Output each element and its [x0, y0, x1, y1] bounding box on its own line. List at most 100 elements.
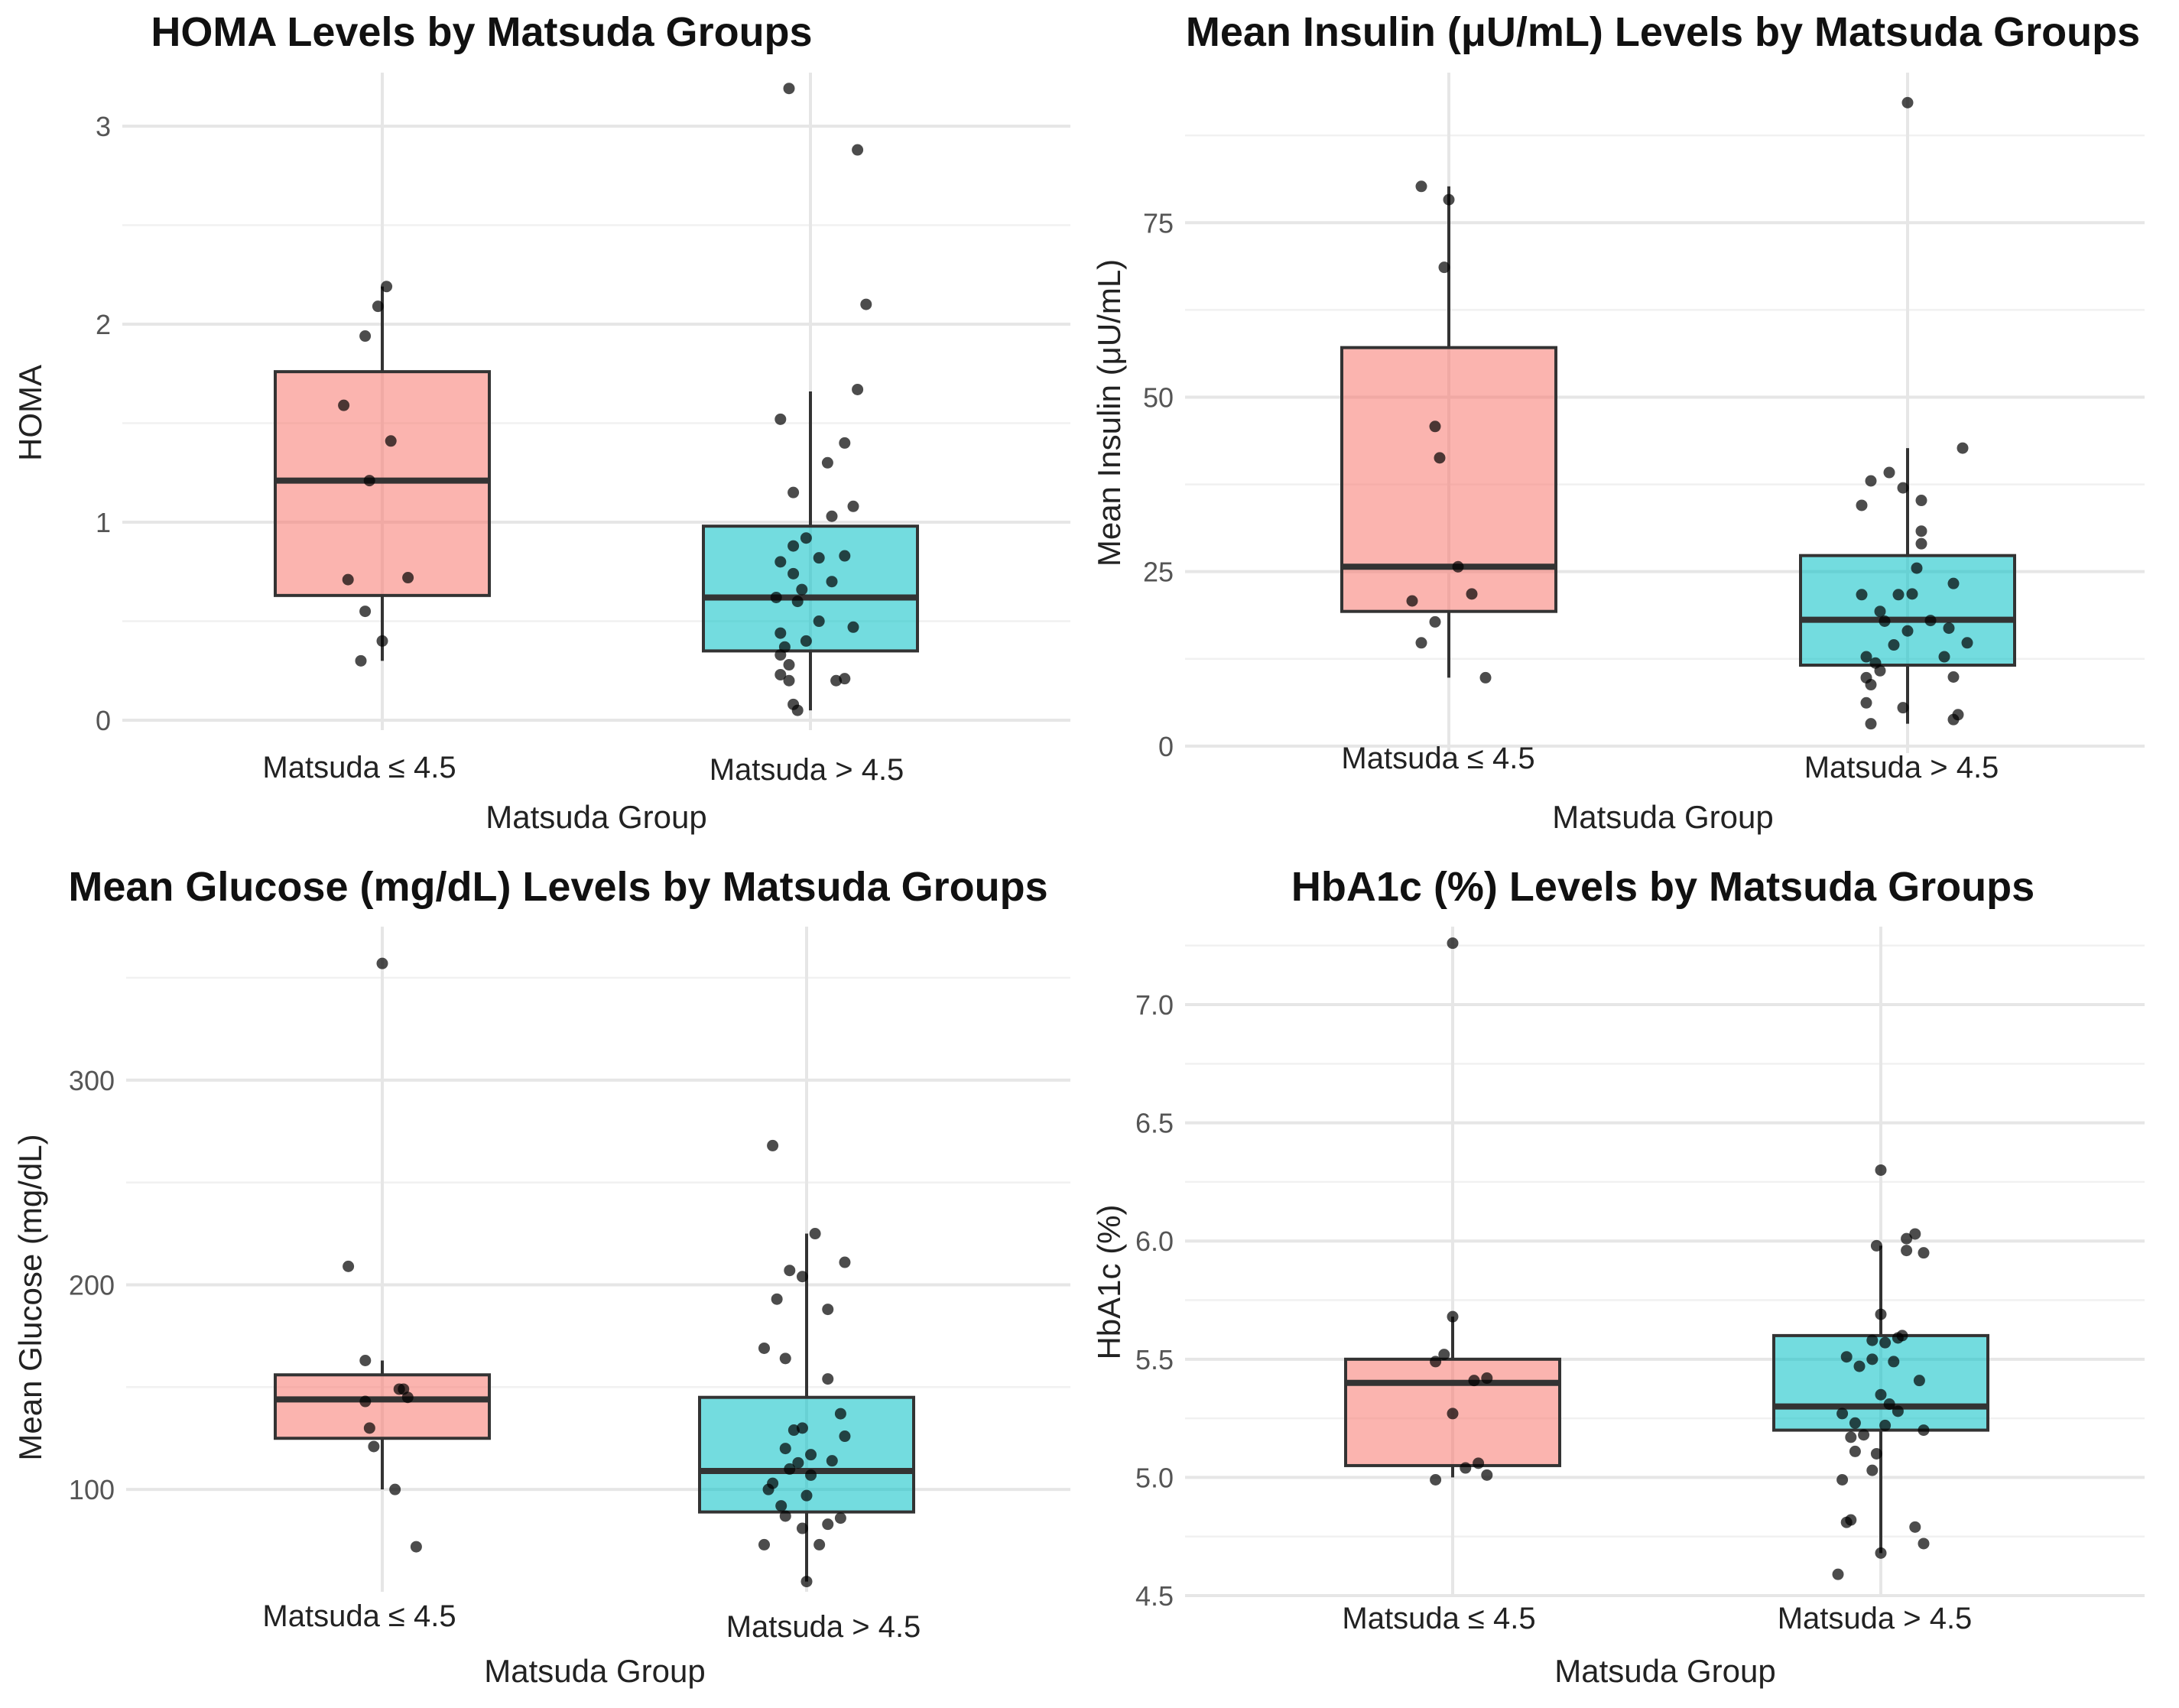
data-point: [1892, 1332, 1904, 1344]
data-point: [363, 475, 375, 487]
data-point: [1915, 495, 1927, 507]
data-point: [1866, 1464, 1879, 1476]
data-point: [834, 1408, 846, 1420]
data-point: [847, 621, 859, 633]
y-axis-label: Mean Insulin (μU/mL): [1091, 259, 1127, 567]
data-point: [852, 383, 864, 395]
data-point: [771, 1293, 783, 1305]
y-tick-label: 4.5: [1135, 1580, 1174, 1612]
chart-svg: HbA1c (%) Levels by Matsuda Groups 4.5 5…: [1091, 864, 2145, 1689]
y-tick-label: 25: [1143, 557, 1174, 588]
data-point: [1875, 1164, 1887, 1176]
data-point: [775, 627, 787, 639]
data-point: [1943, 622, 1955, 635]
data-point: [1860, 671, 1872, 684]
chart-svg: Mean Glucose (mg/dL) Levels by Matsuda G…: [12, 864, 1070, 1689]
data-point: [834, 1512, 846, 1525]
data-point: [1434, 452, 1446, 464]
y-tick-label: 6.5: [1135, 1108, 1174, 1139]
data-point: [767, 1477, 779, 1489]
data-point: [1883, 1398, 1895, 1411]
data-point: [1915, 525, 1927, 537]
data-point: [381, 281, 393, 293]
data-point: [775, 413, 787, 425]
point-layer: [1406, 96, 1973, 730]
data-point: [1901, 1232, 1913, 1245]
data-point: [1845, 1514, 1857, 1526]
data-point: [758, 1342, 770, 1354]
data-point: [1866, 1353, 1879, 1365]
point-layer: [343, 957, 851, 1588]
data-point: [1865, 475, 1877, 487]
x-axis-label: Matsuda Group: [484, 1653, 706, 1689]
data-point: [809, 1228, 821, 1240]
data-point: [1858, 1429, 1870, 1441]
data-point: [1883, 466, 1895, 479]
data-point: [359, 1395, 372, 1408]
data-point: [839, 437, 851, 449]
data-point: [1468, 1375, 1480, 1387]
data-point: [1447, 1408, 1459, 1420]
y-axis-label: Mean Glucose (mg/dL): [12, 1134, 48, 1460]
data-point: [1840, 1351, 1853, 1363]
data-point: [1866, 1334, 1879, 1346]
data-point: [779, 1352, 791, 1365]
data-point: [796, 583, 808, 596]
y-tick-label: 3: [96, 111, 111, 142]
chart-title: Mean Insulin (μU/mL) Levels by Matsuda G…: [1186, 9, 2140, 55]
data-point: [813, 615, 825, 628]
data-point: [1892, 1405, 1904, 1417]
x-tick-label: Matsuda > 4.5: [710, 753, 904, 787]
data-point: [758, 1538, 770, 1551]
data-point: [1911, 562, 1923, 574]
data-point: [1869, 657, 1882, 669]
data-point: [800, 1576, 813, 1588]
data-point: [1938, 651, 1950, 663]
data-point: [1481, 1469, 1493, 1481]
y-tick-label: 75: [1143, 207, 1174, 239]
data-point: [376, 957, 388, 969]
data-point: [1438, 1349, 1450, 1361]
data-point: [783, 83, 795, 95]
data-point: [1879, 1419, 1892, 1431]
data-point: [1415, 637, 1427, 649]
data-point: [775, 668, 787, 680]
data-point: [1961, 637, 1973, 649]
data-point: [1429, 421, 1441, 433]
chart-title: HbA1c (%) Levels by Matsuda Groups: [1291, 864, 2034, 910]
y-tick-label: 200: [69, 1269, 115, 1300]
data-point: [783, 659, 795, 671]
point-layer: [338, 83, 872, 716]
data-point: [1947, 577, 1960, 589]
y-tick-label: 6.0: [1135, 1226, 1174, 1257]
data-point: [402, 572, 414, 584]
data-point: [813, 552, 825, 564]
data-point: [775, 556, 787, 568]
data-point: [1870, 1447, 1882, 1460]
y-tick-label: 100: [69, 1474, 115, 1505]
box-iqr: [1340, 346, 1557, 613]
data-point: [393, 1383, 405, 1395]
data-point: [1874, 606, 1886, 618]
data-point: [822, 1518, 834, 1531]
x-tick-label: Matsuda ≤ 4.5: [1342, 1602, 1535, 1635]
data-point: [787, 698, 800, 710]
data-point: [826, 510, 838, 522]
data-point: [1430, 1473, 1442, 1486]
data-point: [1924, 615, 1937, 627]
data-point: [1909, 1228, 1921, 1240]
data-point: [376, 635, 388, 647]
data-point: [389, 1483, 401, 1495]
data-point: [1892, 589, 1905, 601]
data-point: [1836, 1473, 1849, 1486]
data-point: [1875, 1547, 1887, 1559]
box-iqr: [1799, 554, 2016, 667]
data-point: [826, 1455, 838, 1467]
x-axis-label: Matsuda Group: [1554, 1653, 1776, 1689]
data-point: [791, 596, 804, 608]
x-tick-label: Matsuda > 4.5: [726, 1610, 921, 1644]
data-point: [1865, 718, 1877, 730]
data-point: [839, 1430, 851, 1443]
data-point: [1875, 1388, 1887, 1401]
y-tick-label: 5.0: [1135, 1462, 1174, 1493]
